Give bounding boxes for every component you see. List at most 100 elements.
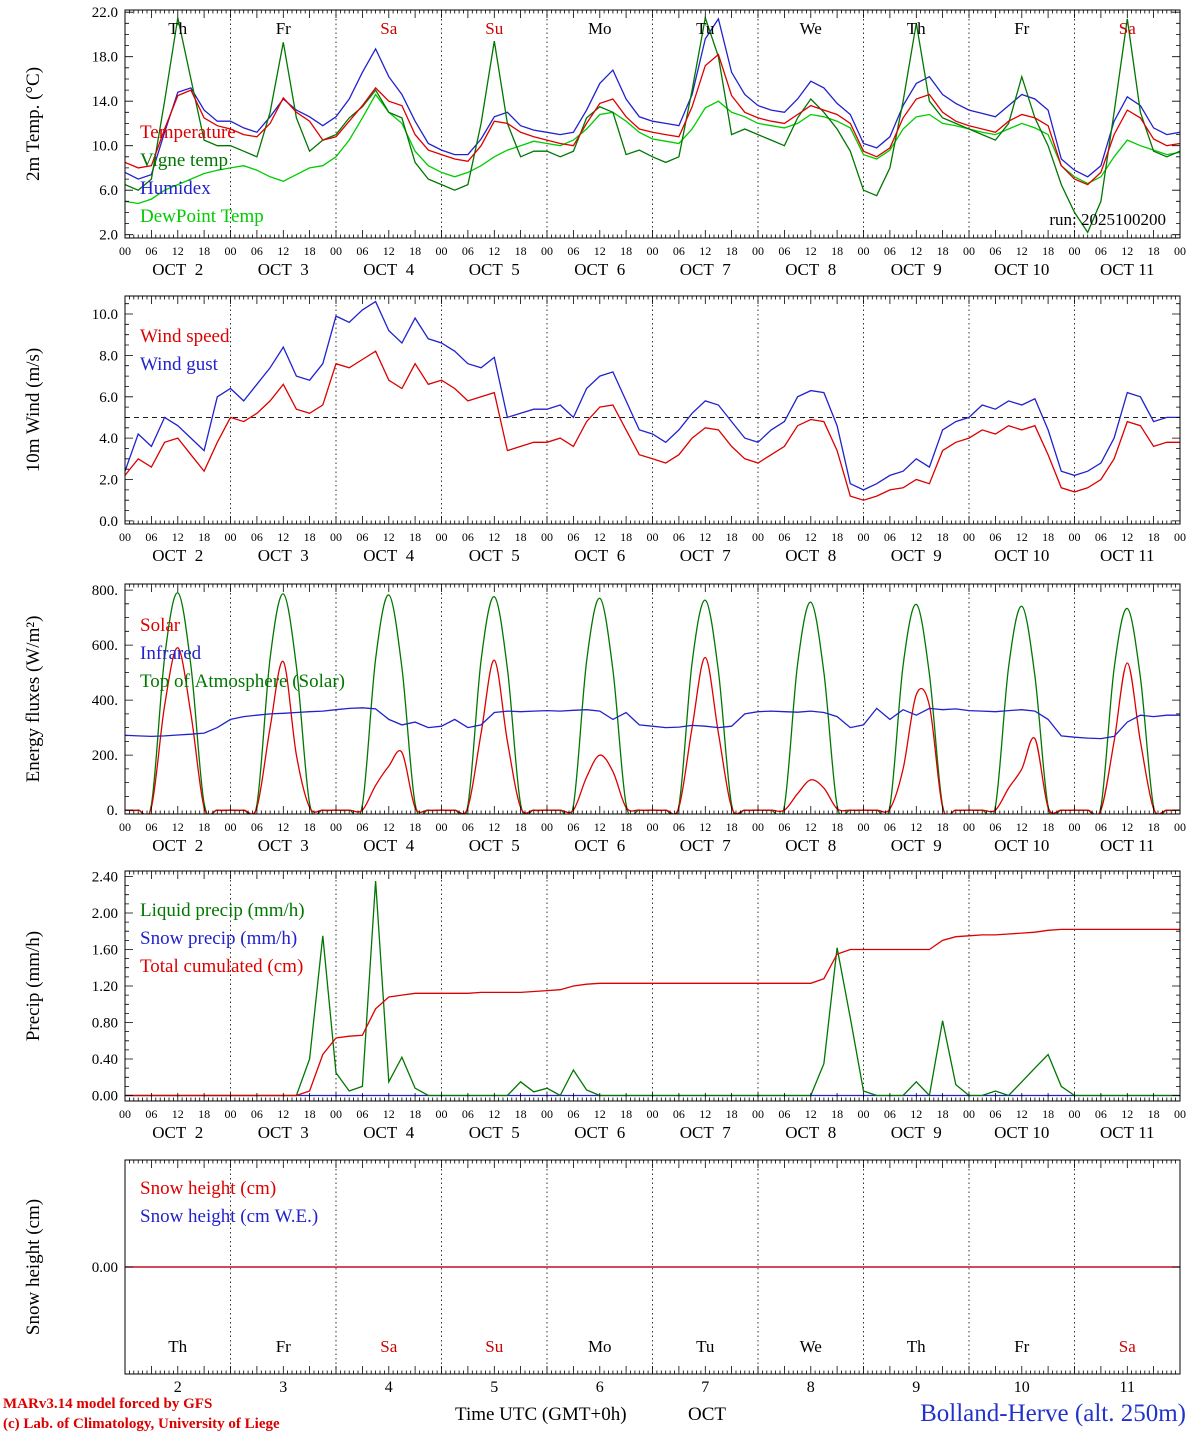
x-tick-label: 06 [145,244,157,258]
date-label: OCT 5 [469,1123,520,1142]
day-number-label: 5 [490,1379,498,1396]
weekday-label: Sa [1119,1337,1136,1356]
date-label: OCT 11 [1100,546,1155,565]
x-tick-label: 06 [462,530,474,544]
date-label: OCT 6 [574,1123,625,1142]
x-tick-label: 00 [1069,820,1081,834]
x-tick-label: 12 [172,820,184,834]
x-tick-label: 00 [858,820,870,834]
x-tick-label: 18 [1148,530,1160,544]
legend-infrared: Infrared [140,643,202,664]
x-tick-label: 00 [225,530,237,544]
y-tick-label: 800. [92,583,118,599]
day-number-label: 11 [1120,1379,1135,1396]
date-label: OCT 2 [152,836,203,855]
date-label: OCT 4 [363,546,415,565]
x-tick-label: 06 [356,244,368,258]
date-label: OCT 5 [469,546,520,565]
x-tick-label: 06 [1095,1107,1107,1121]
x-tick-label: 00 [858,1107,870,1121]
date-label: OCT 10 [994,260,1049,279]
date-label: OCT 11 [1100,1123,1155,1142]
x-tick-label: 00 [647,244,659,258]
date-label: OCT 10 [994,546,1049,565]
date-label: OCT 8 [785,546,836,565]
x-tick-label: 06 [673,1107,685,1121]
day-number-label: 3 [279,1379,287,1396]
date-label: OCT 3 [258,260,309,279]
y-tick-label: 0.80 [92,1016,118,1032]
x-tick-label: 00 [858,244,870,258]
weekday-label: We [800,1337,822,1356]
date-label: OCT 10 [994,836,1049,855]
footer-lab-credit: (c) Lab. of Climatology, University of L… [3,1416,280,1432]
x-tick-label: 12 [277,820,289,834]
x-tick-label: 18 [726,1107,738,1121]
weekday-label: Th [907,1337,926,1356]
x-tick-label: 18 [831,820,843,834]
date-label: OCT 10 [994,1123,1049,1142]
legend-total-cumulated-cm: Total cumulated (cm) [140,956,303,977]
x-tick-label: 00 [330,530,342,544]
x-tick-label: 06 [673,530,685,544]
x-tick-label: 06 [778,530,790,544]
x-tick-label: 12 [594,1107,606,1121]
y-axis-title-wind: 10m Wind (m/s) [23,347,44,473]
x-tick-label: 12 [488,820,500,834]
x-tick-label: 06 [251,1107,263,1121]
day-number-label: 7 [701,1379,709,1396]
x-tick-label: 18 [831,244,843,258]
y-axis-title-temp: 2m Temp. (°C) [23,66,44,182]
date-label: OCT 3 [258,1123,309,1142]
x-tick-label: 12 [1121,244,1133,258]
y-tick-label: 8.0 [99,348,118,364]
x-tick-label: 12 [910,530,922,544]
y-tick-label: 1.60 [92,942,118,958]
y-tick-label: 200. [92,748,118,764]
x-tick-label: 18 [620,1107,632,1121]
legend-vigne-temp: Vigne temp [140,150,228,171]
x-tick-label: 12 [383,820,395,834]
day-number-label: 4 [385,1379,393,1396]
panel-energy-fluxes-w-m: 0. 200. 400. 600. 800. 00 06 12 18 00 06 12 18 00 06 12… [92,583,1186,855]
y-tick-label: 2.40 [92,869,118,885]
date-label: OCT 7 [680,260,732,279]
weekday-label: Fr [1014,19,1029,38]
panel-border [124,583,1181,815]
legend-wind-gust: Wind gust [140,354,219,375]
x-tick-label: 12 [488,530,500,544]
x-tick-label: 18 [304,820,316,834]
x-tick-label: 06 [989,530,1001,544]
x-tick-label: 00 [119,244,131,258]
x-tick-label: 06 [1095,244,1107,258]
y-tick-label: 2.0 [99,228,118,244]
y-tick-label: 0.40 [92,1052,118,1068]
series-dewpoint-temp [125,93,1180,205]
x-tick-label: 18 [409,244,421,258]
x-tick-label: 00 [436,244,448,258]
x-tick-label: 12 [172,244,184,258]
x-tick-label: 18 [831,530,843,544]
legend-wind-speed: Wind speed [140,326,230,347]
weekday-label: Fr [1014,1337,1029,1356]
series-infrared [125,707,1180,740]
x-tick-label: 12 [383,530,395,544]
y-tick-label: 10.0 [92,139,118,155]
x-tick-label: 00 [225,1107,237,1121]
y-tick-label: 0. [107,803,118,819]
series-vigne-temp [125,15,1180,234]
x-tick-label: 18 [198,244,210,258]
x-tick-label: 12 [383,1107,395,1121]
x-tick-label: 00 [1069,244,1081,258]
date-label: OCT 2 [152,260,203,279]
x-tick-label: 12 [910,1107,922,1121]
panel-10m-wind-m-s: 0.0 2.0 4.0 6.0 8.0 10.0 00 06 12 18 00 06 12 18 00 06 1… [92,295,1186,565]
date-label: OCT 11 [1100,260,1155,279]
y-axis-title-snow: Snow height (cm) [23,1198,44,1336]
x-tick-label: 06 [884,530,896,544]
x-tick-label: 18 [937,820,949,834]
weekday-label: Th [168,1337,187,1356]
x-tick-label: 00 [225,244,237,258]
